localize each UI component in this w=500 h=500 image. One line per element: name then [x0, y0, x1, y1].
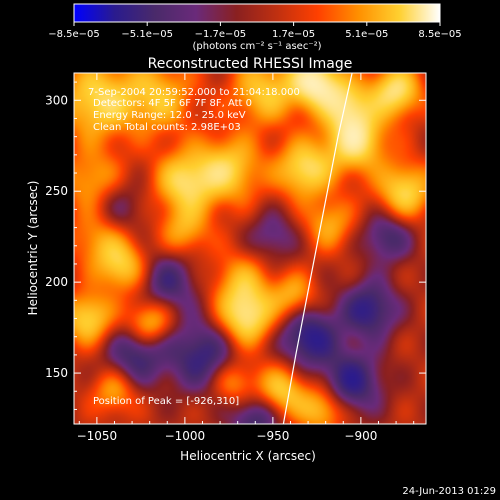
colorbar-tick-label: 8.5e−05 — [418, 29, 461, 40]
plot-frame — [73, 72, 427, 425]
y-tick-label: 300 — [45, 93, 68, 107]
y-axis-label: Heliocentric Y (arcsec) — [26, 181, 40, 316]
y-tick-label: 150 — [45, 366, 68, 380]
colorbar-ticks: −8.5e−05 −5.1e−05 −1.7e−05 1.7e−05 5.1e−05 8.… — [48, 22, 462, 40]
x-tick-label: −1050 — [77, 429, 118, 443]
annotations: 7-Sep-2004 20:59:52.000 to 21:04:18.000D… — [88, 87, 300, 407]
solar-limb-line — [282, 73, 353, 424]
x-tick-label: −1000 — [165, 429, 206, 443]
plot-area — [74, 73, 426, 424]
colorbar-tick-label: −5.1e−05 — [121, 29, 173, 40]
colorbar-tick-label: −1.7e−05 — [195, 29, 247, 40]
heatmap-image — [74, 73, 426, 424]
colorbar-tick-label: 5.1e−05 — [345, 29, 388, 40]
colorbar-label: (photons cm⁻² s⁻¹ asec⁻²) — [192, 41, 321, 52]
annotation-energy-range: Energy Range: 12.0 - 25.0 keV — [93, 110, 246, 121]
y-tick-label: 200 — [45, 275, 68, 289]
annotation-time-range: 7-Sep-2004 20:59:52.000 to 21:04:18.000 — [88, 87, 300, 98]
footer-timestamp: 24-Jun-2013 01:29 — [402, 486, 496, 497]
x-tick-label: −950 — [256, 429, 289, 443]
y-tick-label: 250 — [45, 184, 68, 198]
chart-title: Reconstructed RHESSI Image — [148, 56, 353, 72]
annotation-peak-position: Position of Peak = [-926,310] — [93, 396, 239, 407]
annotation-clean-counts: Clean Total counts: 2.98E+03 — [93, 122, 241, 133]
colorbar-tick-label: 1.7e−05 — [272, 29, 315, 40]
colorbar — [73, 3, 441, 23]
x-tick-label: −900 — [344, 429, 377, 443]
annotation-detectors: Detectors: 4F 5F 6F 7F 8F, Att 0 — [93, 98, 252, 109]
axis-ticks: −1050 −1000 −950 −900 150 200 250 300 — [45, 73, 426, 443]
colorbar-tick-label: −8.5e−05 — [48, 29, 100, 40]
x-axis-label: Heliocentric X (arcsec) — [180, 449, 316, 463]
